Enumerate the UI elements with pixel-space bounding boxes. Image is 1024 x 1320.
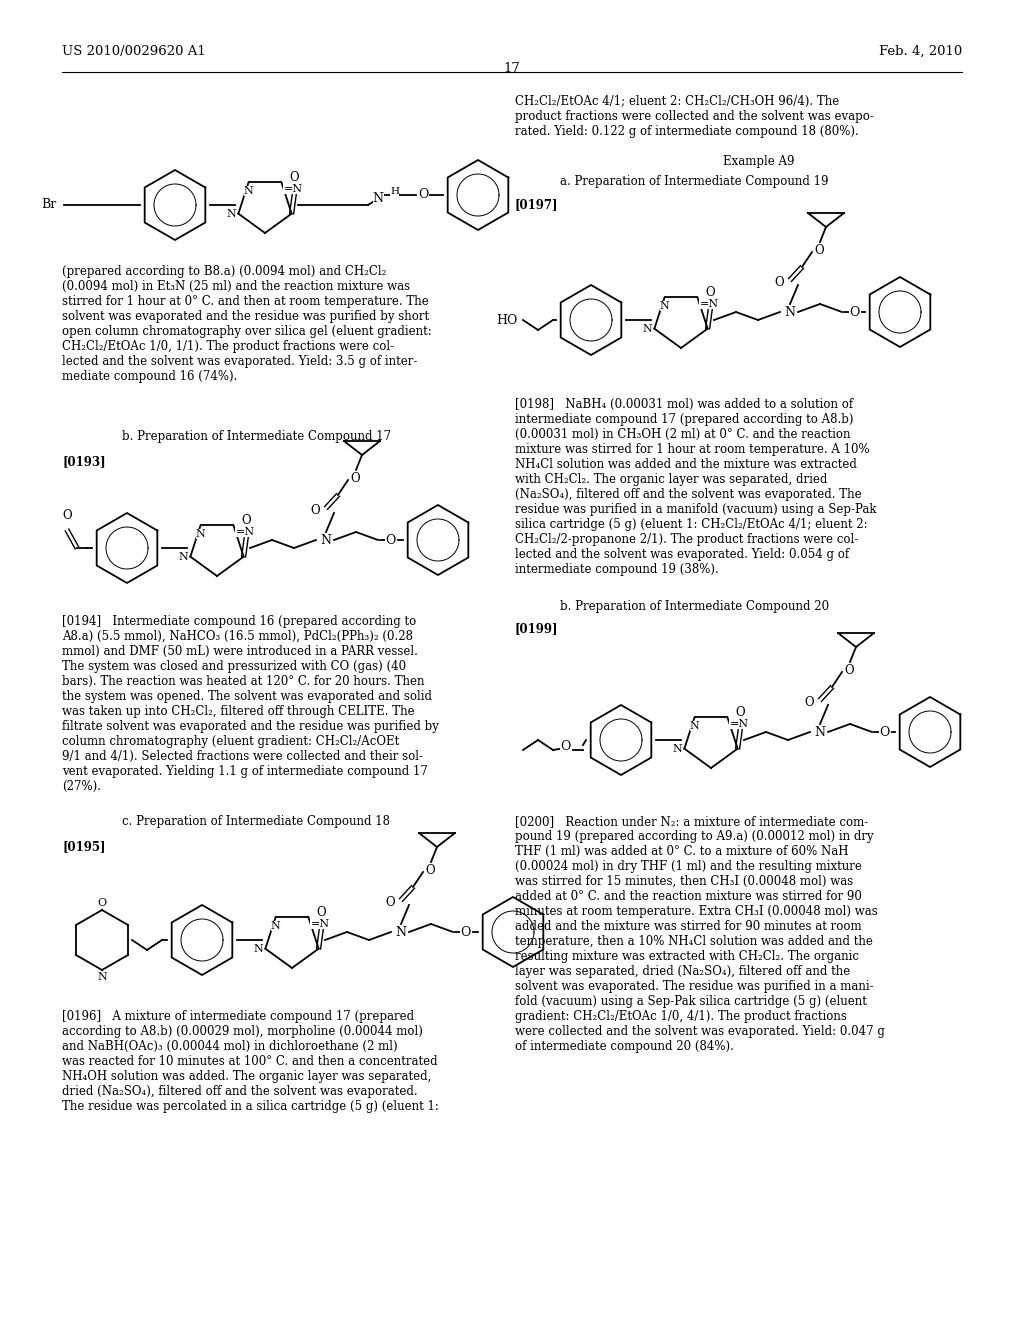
- Text: O: O: [805, 696, 814, 709]
- Text: N: N: [270, 921, 281, 932]
- Text: HO: HO: [497, 314, 518, 326]
- Text: =N: =N: [699, 300, 719, 309]
- Text: N: N: [196, 529, 206, 540]
- Text: O: O: [814, 243, 823, 256]
- Text: O: O: [460, 925, 470, 939]
- Text: US 2010/0029620 A1: US 2010/0029620 A1: [62, 45, 206, 58]
- Text: N: N: [321, 533, 332, 546]
- Text: N: N: [643, 323, 652, 334]
- Text: =N: =N: [236, 528, 255, 537]
- Text: [0200]   Reaction under N₂: a mixture of intermediate com-
pound 19 (prepared ac: [0200] Reaction under N₂: a mixture of i…: [515, 814, 885, 1053]
- Text: 17: 17: [504, 62, 520, 75]
- Text: O: O: [290, 170, 299, 183]
- Text: N: N: [178, 552, 188, 561]
- Text: O: O: [242, 513, 252, 527]
- Text: N: N: [784, 305, 796, 318]
- Text: O: O: [310, 503, 319, 516]
- Text: Feb. 4, 2010: Feb. 4, 2010: [879, 45, 962, 58]
- Text: O: O: [62, 510, 72, 521]
- Text: O: O: [736, 706, 745, 718]
- Text: b. Preparation of Intermediate Compound 20: b. Preparation of Intermediate Compound …: [560, 601, 829, 612]
- Text: O: O: [316, 906, 327, 919]
- Text: N: N: [226, 209, 237, 219]
- Text: CH₂Cl₂/EtOAc 4/1; eluent 2: CH₂Cl₂/CH₃OH 96/4). The
product fractions were colle: CH₂Cl₂/EtOAc 4/1; eluent 2: CH₂Cl₂/CH₃OH…: [515, 95, 873, 139]
- Text: b. Preparation of Intermediate Compound 17: b. Preparation of Intermediate Compound …: [122, 430, 391, 444]
- Text: [0197]: [0197]: [515, 198, 558, 211]
- Text: [0195]: [0195]: [62, 840, 105, 853]
- Text: c. Preparation of Intermediate Compound 18: c. Preparation of Intermediate Compound …: [122, 814, 390, 828]
- Text: O: O: [350, 471, 359, 484]
- Text: N: N: [659, 301, 670, 312]
- Text: a. Preparation of Intermediate Compound 19: a. Preparation of Intermediate Compound …: [560, 176, 828, 187]
- Text: H: H: [390, 186, 399, 195]
- Text: =N: =N: [729, 719, 749, 730]
- Text: O: O: [849, 305, 859, 318]
- Text: Br: Br: [42, 198, 57, 211]
- Text: O: O: [385, 533, 395, 546]
- Text: O: O: [844, 664, 854, 676]
- Text: =N: =N: [284, 185, 302, 194]
- Text: [0198]   NaBH₄ (0.00031 mol) was added to a solution of
intermediate compound 17: [0198] NaBH₄ (0.00031 mol) was added to …: [515, 399, 877, 576]
- Text: Example A9: Example A9: [723, 154, 795, 168]
- Text: O: O: [706, 285, 716, 298]
- Text: O: O: [560, 739, 570, 752]
- Text: =N: =N: [310, 919, 330, 929]
- Text: N: N: [373, 193, 384, 206]
- Text: N: N: [395, 925, 407, 939]
- Text: O: O: [425, 863, 434, 876]
- Text: [0196]   A mixture of intermediate compound 17 (prepared
according to A8.b) (0.0: [0196] A mixture of intermediate compoun…: [62, 1010, 439, 1113]
- Text: O: O: [97, 898, 106, 908]
- Text: O: O: [774, 276, 784, 289]
- Text: N: N: [690, 721, 699, 731]
- Text: N: N: [673, 743, 682, 754]
- Text: N: N: [814, 726, 825, 738]
- Text: O: O: [418, 189, 428, 202]
- Text: [0199]: [0199]: [515, 622, 558, 635]
- Text: N: N: [254, 944, 263, 953]
- Text: (prepared according to B8.a) (0.0094 mol) and CH₂Cl₂
(0.0094 mol) in Et₃N (25 ml: (prepared according to B8.a) (0.0094 mol…: [62, 265, 432, 383]
- Text: O: O: [385, 895, 395, 908]
- Text: O: O: [879, 726, 889, 738]
- Text: N: N: [97, 972, 106, 982]
- Text: N: N: [244, 186, 253, 197]
- Text: [0193]: [0193]: [62, 455, 105, 469]
- Text: [0194]   Intermediate compound 16 (prepared according to
A8.a) (5.5 mmol), NaHCO: [0194] Intermediate compound 16 (prepare…: [62, 615, 439, 793]
